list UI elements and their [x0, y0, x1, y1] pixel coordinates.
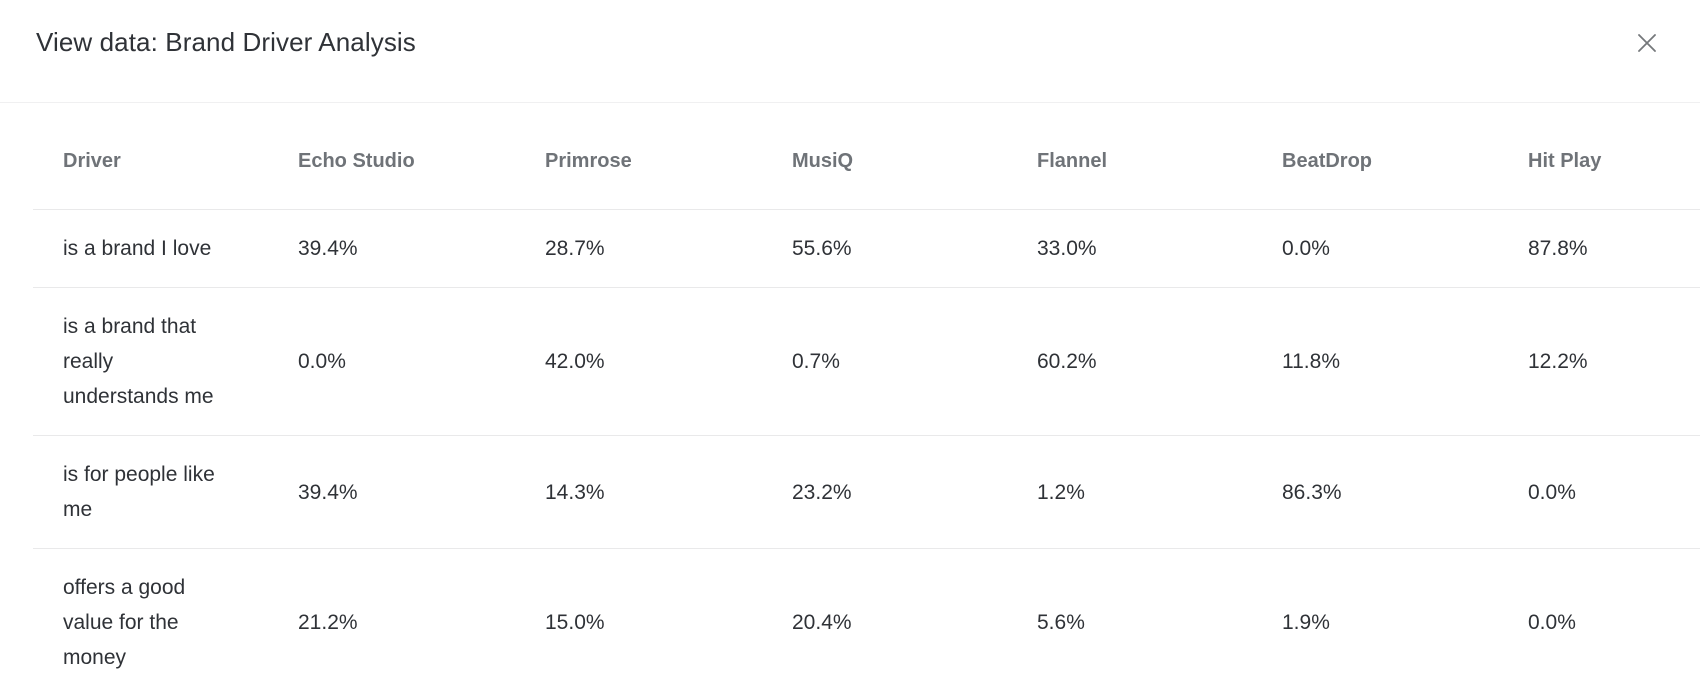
value-cell: 42.0% [515, 287, 762, 436]
driver-label: is a brand I love [63, 237, 212, 260]
column-header-hit-play: Hit Play [1498, 103, 1700, 210]
value-cell: 39.4% [268, 435, 515, 549]
close-icon [1638, 34, 1656, 52]
column-header-echo-studio: Echo Studio [268, 103, 515, 210]
value-cell: 12.2% [1498, 287, 1700, 436]
column-header-musiq: MusiQ [762, 103, 1007, 210]
modal-body: Driver Echo Studio Primrose MusiQ Flannel Bea… [33, 103, 1700, 698]
value-cell: 5.6% [1037, 611, 1085, 634]
column-header-beatdrop: BeatDrop [1252, 103, 1498, 210]
column-header-driver: Driver [33, 103, 268, 210]
value-cell: 0.0% [1498, 435, 1700, 549]
driver-label: is a brand that really understands me [63, 315, 214, 408]
driver-cell: is for people like me [33, 435, 268, 549]
value-cell: 86.3% [1252, 435, 1498, 549]
value-cell: 1.2% [1007, 435, 1252, 549]
value-cell: 0.0% [268, 287, 515, 436]
table-row: is for people like me 39.4% 14.3% 23.2% 1.2%… [33, 435, 1700, 549]
value-cell: 28.7% [515, 209, 762, 288]
table-header-row: Driver Echo Studio Primrose MusiQ Flannel Bea… [33, 103, 1700, 210]
driver-cell: is a brand I love [33, 209, 268, 288]
close-button[interactable] [1631, 27, 1663, 59]
value-cell: 15.0% [545, 611, 605, 634]
driver-cell: offers a good value for the money [33, 549, 268, 698]
driver-label: is for people like me [63, 463, 215, 521]
value-cell: 21.2% [298, 611, 358, 634]
column-header-primrose: Primrose [515, 103, 762, 210]
table-row: is a brand I love 39.4% 28.7% 55.6% 33.0% 0.0… [33, 209, 1700, 288]
value-cell: 20.4% [792, 611, 852, 634]
value-cell: 39.4% [268, 209, 515, 288]
value-cell: 1.9% [1282, 611, 1330, 634]
value-cell: 87.8% [1498, 209, 1700, 288]
table-row: is a brand that really understands me 0.0… [33, 287, 1700, 436]
value-cell: 0.0% [1528, 611, 1576, 634]
value-cell: 0.0% [1252, 209, 1498, 288]
driver-label: offers a good value for the money [63, 576, 186, 669]
value-cell: 11.8% [1252, 287, 1498, 436]
value-cell: 23.2% [762, 435, 1007, 549]
table-body: is a brand I love 39.4% 28.7% 55.6% 33.0% 0.0… [33, 209, 1700, 698]
table-row: offers a good value for the money 21.2% 15… [33, 549, 1700, 698]
modal-header: View data: Brand Driver Analysis [0, 0, 1700, 103]
value-cell: 0.7% [762, 287, 1007, 436]
value-cell: 14.3% [515, 435, 762, 549]
driver-cell: is a brand that really understands me [33, 287, 268, 436]
value-cell: 55.6% [762, 209, 1007, 288]
value-cell: 33.0% [1007, 209, 1252, 288]
brand-driver-table: Driver Echo Studio Primrose MusiQ Flannel Bea… [33, 103, 1700, 698]
column-header-flannel: Flannel [1007, 103, 1252, 210]
modal-title: View data: Brand Driver Analysis [36, 27, 416, 57]
value-cell: 60.2% [1007, 287, 1252, 436]
